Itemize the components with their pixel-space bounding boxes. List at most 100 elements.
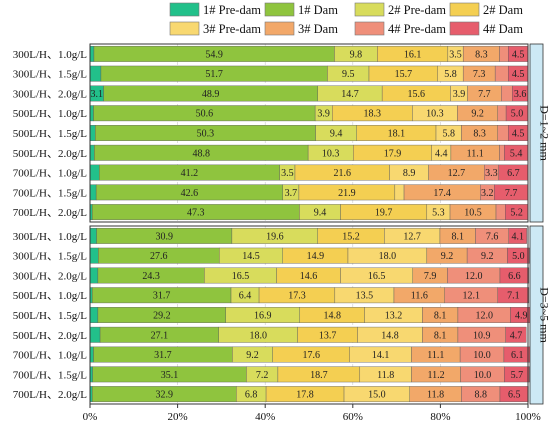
legend-label: 2# Dam	[483, 3, 523, 17]
data-label: 8.3	[473, 129, 486, 140]
data-label: 9.2	[471, 109, 484, 120]
bar-segment	[89, 65, 102, 82]
data-label: 9.5	[342, 69, 355, 80]
chart-panel: 54.9 9.8 16.1 3.5 8.3 4.5 300L/H、1.0g/L 51.7 9.5…	[13, 43, 550, 223]
bar-segment	[89, 144, 95, 161]
data-label: 41.2	[181, 168, 199, 179]
data-label: 16.9	[254, 311, 272, 322]
data-label: 7.3	[473, 69, 486, 80]
data-label: 9.8	[350, 49, 363, 60]
data-label: 11.8	[427, 390, 444, 401]
data-label: 3.9	[317, 109, 330, 120]
category-label: 500L/H、1.5g/L	[13, 310, 88, 322]
bar-segment	[89, 247, 99, 264]
legend-label: 2# Pre-dam	[388, 3, 446, 17]
data-label: 50.3	[197, 129, 215, 140]
group-label: D=1~2 mm	[538, 105, 550, 161]
data-label: 8.1	[451, 231, 464, 242]
data-label: 54.9	[205, 49, 223, 60]
data-label: 14.7	[341, 89, 359, 100]
legend-swatch	[264, 2, 295, 17]
data-label: 14.5	[242, 251, 260, 262]
data-label: 7.2	[256, 370, 269, 381]
data-label: 7.7	[478, 89, 491, 100]
data-label: 8.3	[475, 49, 488, 60]
data-label: 17.9	[384, 148, 402, 159]
data-label: 8.1	[434, 311, 447, 322]
data-label: 3.1	[91, 89, 104, 100]
data-label: 18.7	[310, 370, 328, 381]
bar-segment	[499, 144, 505, 161]
x-axis: 0% 20% 40% 60% 80% 100%	[83, 404, 541, 423]
tick-label: 40%	[255, 411, 275, 423]
data-label: 10.0	[474, 370, 492, 381]
plot-area: 54.9 9.8 16.1 3.5 8.3 4.5 300L/H、1.0g/L 51.7 9.5…	[13, 43, 550, 405]
data-label: 18.0	[379, 251, 397, 262]
legend-label: 3# Pre-dam	[203, 22, 261, 36]
data-label: 16.1	[404, 49, 422, 60]
data-label: 4.1	[511, 231, 524, 242]
data-label: 9.4	[314, 208, 327, 219]
data-label: 3.9	[453, 89, 466, 100]
bar-segment	[89, 184, 97, 201]
data-label: 16.5	[232, 271, 250, 282]
data-label: 7.6	[486, 231, 499, 242]
group-label-box	[529, 43, 544, 223]
data-label: 5.7	[511, 370, 524, 381]
data-label: 13.5	[356, 291, 374, 302]
data-label: 13.7	[319, 330, 337, 341]
data-label: 6.4	[239, 291, 252, 302]
data-label: 31.7	[153, 291, 171, 302]
legend-swatch	[449, 2, 480, 17]
bar-segment	[89, 227, 97, 244]
data-label: 15.7	[395, 69, 413, 80]
bar-segment	[501, 85, 513, 102]
tick-label: 20%	[168, 411, 188, 423]
category-label: 300L/H、2.0g/L	[13, 270, 88, 282]
bar-segment	[499, 267, 530, 284]
data-label: 21.9	[338, 188, 356, 199]
data-label: 48.8	[193, 148, 211, 159]
data-label: 51.7	[205, 69, 223, 80]
data-label: 4.4	[435, 148, 448, 159]
group-label: D=3~5 mm	[538, 287, 550, 343]
bar-segment	[499, 45, 509, 62]
data-label: 15.2	[342, 231, 360, 242]
category-label: 500L/H、2.0g/L	[13, 330, 88, 342]
data-label: 11.1	[427, 350, 444, 361]
panel-frame	[89, 43, 529, 223]
category-label: 300L/H、1.5g/L	[13, 251, 88, 263]
bar-segment	[507, 247, 530, 264]
data-label: 50.6	[196, 109, 214, 120]
data-label: 9.2	[246, 350, 259, 361]
bar-segment	[497, 105, 507, 122]
data-label: 10.9	[473, 330, 491, 341]
category-label: 700L/H、1.5g/L	[13, 369, 88, 381]
data-label: 14.9	[307, 251, 325, 262]
data-label: 14.8	[381, 330, 399, 341]
data-label: 6.6	[508, 271, 521, 282]
category-label: 300L/H、1.0g/L	[13, 231, 88, 243]
bar-segment	[89, 346, 94, 363]
category-label: 700L/H、1.0g/L	[13, 168, 88, 180]
data-label: 9.2	[441, 251, 454, 262]
data-label: 24.3	[142, 271, 160, 282]
data-label: 5.2	[510, 208, 523, 219]
bar-segment	[89, 105, 94, 122]
data-label: 4.9	[515, 311, 528, 322]
data-label: 21.6	[334, 168, 352, 179]
chart-legend: 1# Pre-dam 1# Dam 2# Pre-dam 2# Dam 3# Pre-d…	[169, 2, 523, 36]
bar-segment	[89, 267, 99, 284]
data-label: 47.3	[187, 208, 205, 219]
data-label: 19.7	[375, 208, 393, 219]
data-label: 35.1	[161, 370, 179, 381]
data-label: 3.3	[485, 168, 498, 179]
category-label: 500L/H、1.0g/L	[13, 290, 88, 302]
data-label: 16.5	[368, 271, 386, 282]
data-label: 13.2	[385, 311, 403, 322]
data-label: 31.7	[154, 350, 172, 361]
legend-label: 3# Dam	[298, 22, 338, 36]
data-label: 18.0	[249, 330, 267, 341]
legend-label: 1# Pre-dam	[203, 3, 261, 17]
data-label: 6.7	[507, 168, 520, 179]
